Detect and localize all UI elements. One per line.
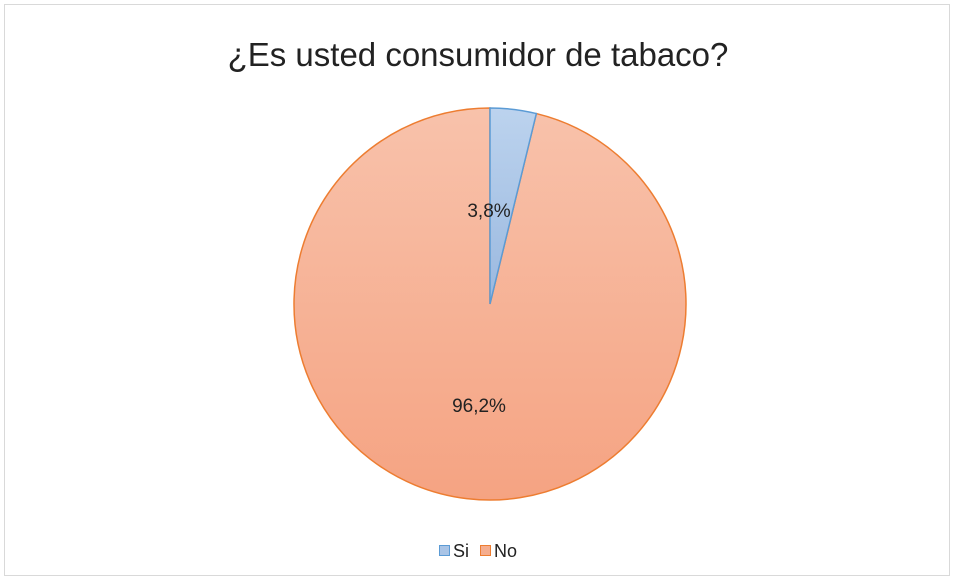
legend-swatch-no [480,545,491,556]
data-label-no: 96,2% [452,396,506,417]
pie-slices [293,107,687,501]
legend-label-si: Si [452,540,469,561]
pie-data-labels: 3,8% 96,2% [452,201,511,417]
legend-swatch-si [438,545,450,556]
data-label-si: 3,8% [467,201,510,222]
legend-label-no: No [494,540,518,561]
chart-legend: Si No [0,538,956,563]
legend-item-si: Si [438,539,469,563]
legend-item-no: No [480,539,517,563]
chart-title: ¿Es usted consumidor de tabaco? [227,36,729,73]
pie-slice-si [489,107,538,305]
